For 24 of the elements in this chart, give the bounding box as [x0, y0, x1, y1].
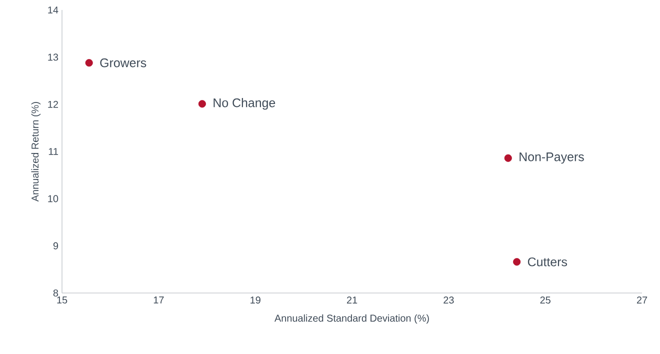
point: [513, 258, 521, 266]
x-tick-label: 21: [346, 296, 358, 304]
annotation: No Change: [214, 98, 276, 110]
x-tick-label: 27: [636, 296, 648, 304]
x-tick-label: 17: [154, 296, 164, 304]
y-tick-label: 10: [48, 195, 58, 202]
point: [198, 100, 206, 108]
x-tick-label: 25: [540, 296, 550, 304]
x-axis-title: Annualized Standard Deviation (%): [274, 314, 429, 324]
y-tick-label: 8: [53, 289, 58, 297]
y-tick-label: 9: [53, 242, 58, 250]
y-tick-label: 14: [48, 6, 58, 14]
y-tick-label: 12: [48, 100, 58, 108]
annotation: Cutters: [528, 257, 568, 266]
x-tick-label: 19: [250, 296, 260, 304]
point: [85, 59, 93, 67]
y-tick-label: 13: [48, 54, 58, 61]
annotation: Growers: [100, 58, 146, 68]
annotation: Non-Payers: [520, 152, 584, 164]
x-tick-label: 15: [57, 296, 68, 304]
x-tick-label: 23: [444, 296, 454, 304]
y-axis-title: Annualized Return (%): [31, 102, 41, 202]
point: [504, 154, 512, 162]
y-tick-label: 11: [48, 148, 58, 155]
